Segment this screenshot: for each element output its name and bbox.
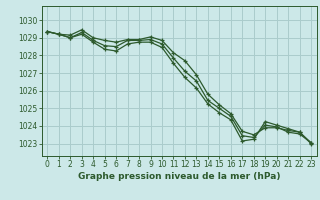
X-axis label: Graphe pression niveau de la mer (hPa): Graphe pression niveau de la mer (hPa): [78, 172, 280, 181]
